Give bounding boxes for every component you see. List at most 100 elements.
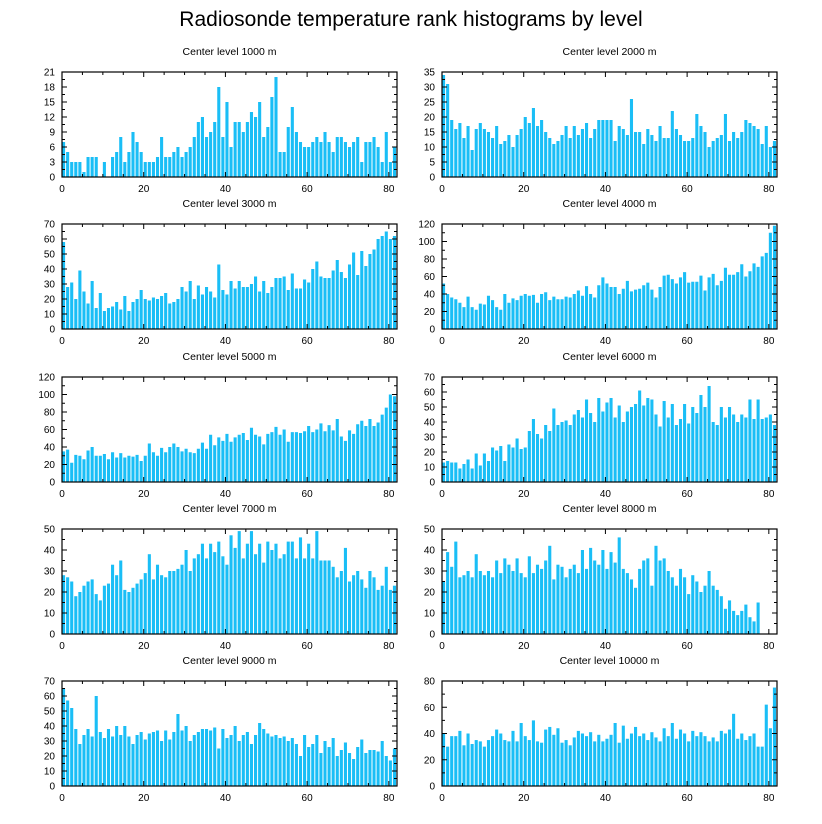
histogram-bar <box>164 157 168 177</box>
histogram-bar <box>217 264 221 329</box>
histogram-bar <box>270 432 274 483</box>
histogram-bar <box>683 733 687 786</box>
histogram-bar <box>94 594 98 634</box>
x-tick-label: 80 <box>383 184 395 195</box>
y-tick-label: 0 <box>429 630 435 641</box>
histogram-bar <box>491 138 495 177</box>
histogram-bar <box>744 276 748 329</box>
histogram-bar <box>646 398 650 482</box>
histogram-bar <box>625 411 629 482</box>
histogram-bar <box>192 453 196 483</box>
histogram-bar <box>200 729 204 786</box>
histogram-bar <box>347 264 352 329</box>
histogram-bar <box>556 564 560 634</box>
histogram-bar <box>544 560 548 634</box>
y-tick-label: 0 <box>429 325 435 336</box>
histogram-bar <box>311 432 315 483</box>
y-tick-label: 35 <box>424 68 436 79</box>
y-tick-label: 10 <box>424 463 436 474</box>
histogram-bar <box>315 261 319 329</box>
histogram-bar <box>584 736 589 787</box>
histogram-bar <box>298 433 303 482</box>
histogram-bar <box>740 733 744 786</box>
histogram-bar <box>519 449 523 482</box>
histogram-bar <box>519 573 523 634</box>
histogram-bar <box>274 543 278 634</box>
histogram-bar <box>192 735 196 786</box>
y-tick-label: 20 <box>44 588 56 599</box>
histogram-bar <box>86 450 90 482</box>
histogram-bar <box>388 589 392 634</box>
histogram-bar <box>752 419 756 482</box>
x-tick-label: 20 <box>138 336 150 347</box>
histogram-bar <box>151 732 155 786</box>
histogram-bar <box>580 417 584 482</box>
histogram-bar <box>233 122 237 177</box>
histogram-bar <box>687 282 691 330</box>
histogram-bar <box>691 281 695 329</box>
histogram-bar <box>454 299 458 329</box>
histogram-bar <box>572 126 576 177</box>
y-tick-label: 100 <box>38 390 55 401</box>
histogram-bar <box>638 288 642 329</box>
histogram-bar <box>658 126 662 177</box>
histogram-bar <box>548 545 552 634</box>
histogram-bar <box>270 550 274 634</box>
x-tick-label: 40 <box>600 641 612 652</box>
histogram-bar <box>507 444 511 482</box>
y-tick-label: 12 <box>44 113 56 124</box>
histogram-bar <box>352 575 356 634</box>
histogram-bar <box>576 410 580 482</box>
histogram-bar <box>580 295 584 329</box>
histogram-bar <box>364 753 368 786</box>
y-tick-label: 80 <box>424 255 436 266</box>
histogram-bar <box>691 730 695 787</box>
panel-title: Center level 5000 m <box>183 351 277 363</box>
histogram-bar <box>723 417 727 482</box>
histogram-bar <box>556 425 560 482</box>
histogram-bar <box>703 132 707 177</box>
histogram-bar <box>98 293 102 329</box>
histogram-bar <box>736 738 740 786</box>
histogram-bar <box>131 587 135 634</box>
x-tick-label: 80 <box>763 641 775 652</box>
y-tick-label: 40 <box>424 729 436 740</box>
y-tick-label: 70 <box>424 373 436 384</box>
histogram-bar <box>319 560 323 634</box>
histogram-bar <box>266 127 270 177</box>
histogram-bar <box>752 621 756 634</box>
histogram-bar <box>70 581 74 634</box>
histogram-bar <box>160 575 164 634</box>
histogram-bar <box>748 271 752 329</box>
histogram-bar <box>102 585 106 634</box>
histogram-bar <box>155 564 160 634</box>
histogram-bar <box>160 137 164 177</box>
histogram-bar <box>617 537 621 634</box>
histogram-bar <box>658 287 662 329</box>
histogram-bar <box>727 274 732 329</box>
y-tick-label: 15 <box>44 98 56 109</box>
histogram-bar <box>609 287 613 329</box>
histogram-bar <box>90 736 94 786</box>
histogram-bar <box>584 286 589 330</box>
histogram-bar <box>760 144 764 177</box>
histogram-bar <box>266 433 270 483</box>
histogram-bar <box>707 277 711 330</box>
x-tick-label: 0 <box>59 184 65 195</box>
histogram-bar <box>274 426 278 483</box>
histogram-bar <box>209 730 213 786</box>
histogram-bar <box>450 566 454 634</box>
histogram-bar <box>523 736 527 787</box>
histogram-bar <box>609 552 613 634</box>
y-tick-label: 0 <box>49 325 55 336</box>
histogram-bar <box>768 414 772 482</box>
x-tick-label: 40 <box>600 184 612 195</box>
y-tick-label: 40 <box>424 418 436 429</box>
histogram-bar <box>568 425 572 482</box>
histogram-bar <box>454 736 458 787</box>
histogram-bar <box>764 704 768 787</box>
x-tick-label: 40 <box>220 489 232 500</box>
histogram-bar <box>499 144 503 177</box>
histogram-bar <box>727 729 732 786</box>
histogram-bar <box>196 122 200 177</box>
